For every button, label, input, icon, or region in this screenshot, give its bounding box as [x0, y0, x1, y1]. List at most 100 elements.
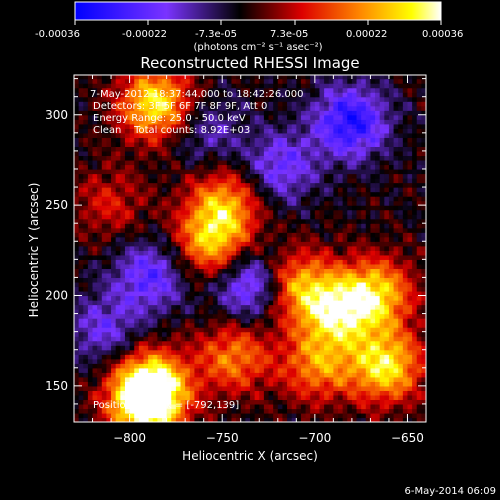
heatmap-cell [203, 150, 209, 157]
heatmap-cell [319, 281, 325, 288]
heatmap-cell [379, 178, 385, 184]
heatmap-cell [162, 227, 168, 233]
heatmap-cell [226, 182, 233, 188]
heatmap-cell [393, 331, 399, 337]
heatmap-cell [129, 196, 135, 202]
heatmap-cell [138, 254, 145, 260]
heatmap-cell [231, 286, 237, 292]
heatmap-cell [124, 304, 131, 310]
heatmap-cell [375, 381, 381, 387]
heatmap-cell [263, 322, 270, 328]
heatmap-cell [138, 412, 145, 419]
heatmap-cell [120, 155, 126, 161]
heatmap-cell [78, 141, 84, 147]
heatmap-cell [305, 227, 311, 233]
heatmap-cell [370, 268, 376, 274]
heatmap-cell [208, 309, 214, 315]
heatmap-cell [226, 137, 233, 143]
heatmap-cell [273, 295, 279, 301]
heatmap-cell [203, 259, 209, 265]
heatmap-cell [273, 412, 279, 419]
heatmap-cell [240, 178, 246, 184]
heatmap-cell [222, 408, 228, 414]
heatmap-cell [398, 381, 404, 387]
heatmap-cell [402, 223, 409, 229]
heatmap-cell [254, 322, 260, 328]
heatmap-cell [310, 227, 316, 233]
heatmap-cell [189, 304, 196, 310]
heatmap-cell [157, 349, 163, 355]
heatmap-cell [375, 159, 381, 166]
heatmap-cell [338, 259, 344, 265]
heatmap-cell [74, 295, 80, 301]
heatmap-cell [152, 309, 158, 315]
heatmap-cell [226, 132, 233, 138]
heatmap-cell [171, 385, 177, 391]
heatmap-cell [120, 123, 126, 129]
heatmap-cell [342, 372, 348, 378]
heatmap-cell [208, 385, 214, 391]
heatmap-cell [296, 214, 302, 220]
heatmap-cell [421, 232, 426, 238]
heatmap-cell [421, 141, 426, 147]
heatmap-cell [333, 159, 339, 166]
heatmap-cell [106, 358, 112, 364]
heatmap-cell [208, 272, 214, 279]
heatmap-cell [314, 281, 321, 288]
heatmap-cell [407, 245, 413, 251]
heatmap-cell [245, 236, 251, 242]
heatmap-cell [171, 141, 177, 147]
heatmap-cell [300, 178, 307, 184]
heatmap-cell [143, 245, 149, 251]
heatmap-cell [78, 295, 84, 301]
heatmap-cell [208, 281, 214, 288]
heatmap-cell [231, 385, 237, 391]
heatmap-cell [263, 403, 270, 410]
heatmap-cell [287, 390, 293, 396]
heatmap-cell [185, 327, 191, 333]
heatmap-cell [407, 173, 413, 179]
heatmap-cell [416, 254, 422, 260]
heatmap-cell [356, 327, 362, 333]
heatmap-cell [250, 363, 256, 369]
heatmap-cell [231, 318, 237, 324]
heatmap-cell [92, 354, 98, 360]
heatmap-cell [412, 286, 418, 292]
heatmap-cell [402, 290, 409, 297]
heatmap-cell [333, 376, 339, 382]
heatmap-cell [259, 327, 265, 333]
heatmap-cell [421, 408, 426, 414]
heatmap-cell [384, 150, 390, 157]
heatmap-cell [259, 367, 265, 373]
heatmap-cell [189, 123, 196, 129]
heatmap-cell [259, 250, 265, 256]
heatmap-cell [245, 390, 251, 396]
heatmap-cell [282, 268, 288, 274]
heatmap-cell [314, 214, 321, 220]
heatmap-cell [162, 318, 168, 324]
heatmap-cell [212, 173, 219, 179]
heatmap-cell [361, 381, 367, 387]
heatmap-cell [402, 399, 409, 405]
heatmap-cell [212, 408, 219, 414]
heatmap-cell [148, 417, 154, 422]
heatmap-cell [83, 381, 89, 387]
heatmap-cell [175, 376, 182, 382]
heatmap-cell [277, 236, 284, 242]
heatmap-cell [361, 259, 367, 265]
heatmap-cell [338, 376, 344, 382]
heatmap-cell [101, 196, 108, 202]
heatmap-cell [180, 227, 186, 233]
heatmap-cell [407, 168, 413, 175]
heatmap-cell [287, 236, 293, 242]
heatmap-cell [175, 300, 182, 306]
heatmap-cell [273, 173, 279, 179]
heatmap-cell [333, 290, 339, 297]
heatmap-cell [250, 214, 256, 220]
heatmap-cell [305, 132, 311, 138]
heatmap-cell [138, 322, 145, 328]
heatmap-cell [92, 399, 98, 405]
heatmap-cell [277, 214, 284, 220]
heatmap-cell [324, 313, 330, 319]
heatmap-cell [208, 200, 214, 206]
